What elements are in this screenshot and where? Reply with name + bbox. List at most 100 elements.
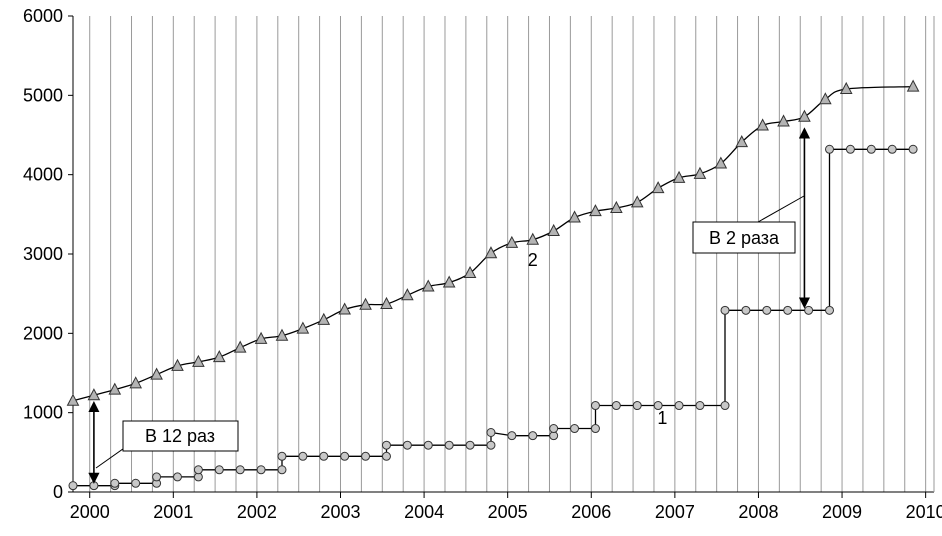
data-point xyxy=(845,144,855,154)
data-point xyxy=(568,210,581,223)
data-point xyxy=(674,401,684,411)
data-point xyxy=(866,144,876,154)
data-point xyxy=(819,92,832,105)
data-point xyxy=(298,451,308,461)
x-tick-label: 2002 xyxy=(237,502,277,522)
data-point xyxy=(340,451,350,461)
data-point xyxy=(129,376,143,389)
data-point xyxy=(254,331,268,344)
data-point xyxy=(68,481,78,491)
y-tick-label: 5000 xyxy=(23,85,63,105)
data-point xyxy=(484,246,498,259)
data-point xyxy=(423,440,433,450)
data-point xyxy=(110,478,120,488)
data-point xyxy=(486,440,496,450)
data-point xyxy=(277,451,287,461)
data-point xyxy=(402,440,412,450)
y-tick-label: 3000 xyxy=(23,244,63,264)
data-point xyxy=(256,465,266,475)
x-tick-label: 2010 xyxy=(906,502,942,522)
y-tick-label: 1000 xyxy=(23,403,63,423)
data-point xyxy=(171,358,184,371)
data-point xyxy=(401,288,414,301)
data-point xyxy=(486,428,496,437)
data-point xyxy=(798,109,811,122)
data-point xyxy=(908,144,918,154)
data-point xyxy=(549,424,559,434)
data-point xyxy=(762,305,772,315)
data-point xyxy=(87,388,101,401)
x-tick-label: 2003 xyxy=(320,502,360,522)
data-point xyxy=(632,401,642,411)
data-point xyxy=(172,472,182,482)
data-point xyxy=(152,472,162,482)
data-point xyxy=(526,232,540,245)
x-tick-label: 2001 xyxy=(153,502,193,522)
data-point xyxy=(507,431,517,441)
data-point xyxy=(361,451,371,461)
x-tick-label: 2007 xyxy=(655,502,695,522)
grid xyxy=(89,16,927,492)
y-tick-label: 0 xyxy=(53,482,63,502)
data-point xyxy=(381,440,391,450)
data-point xyxy=(630,195,644,208)
data-point xyxy=(804,305,814,315)
data-point xyxy=(319,451,329,461)
series-2 xyxy=(66,79,920,406)
data-point xyxy=(528,431,538,441)
data-point xyxy=(421,279,435,292)
callout-box-2x xyxy=(692,221,796,254)
data-point xyxy=(338,302,352,315)
data-point xyxy=(131,478,141,488)
data-point xyxy=(672,170,686,183)
data-point xyxy=(108,382,122,395)
data-point xyxy=(380,296,393,309)
data-point xyxy=(233,340,247,353)
data-point xyxy=(590,401,600,411)
data-point xyxy=(505,235,519,248)
x-tick-label: 2004 xyxy=(404,502,444,522)
data-point xyxy=(839,81,853,94)
data-point xyxy=(296,321,310,334)
series-label: 1 xyxy=(657,408,667,428)
data-point xyxy=(465,440,475,450)
data-point xyxy=(651,181,665,194)
data-point xyxy=(693,166,707,179)
x-tick-label: 2006 xyxy=(571,502,611,522)
data-point xyxy=(783,305,793,315)
y-tick-label: 2000 xyxy=(23,323,63,343)
data-point xyxy=(359,297,372,310)
x-tick-label: 2009 xyxy=(822,502,862,522)
data-point xyxy=(66,393,80,406)
data-point xyxy=(887,144,897,154)
tick-labels: 0 1000 2000 3000 4000 5000 6000 2000 2001 2002 200… xyxy=(23,6,942,522)
x-tick-label: 2000 xyxy=(70,502,110,522)
data-point xyxy=(653,401,663,411)
data-point xyxy=(235,465,245,475)
data-point xyxy=(150,367,163,380)
data-point xyxy=(442,275,456,288)
data-point xyxy=(720,401,730,411)
data-point xyxy=(444,440,454,450)
leader-line-2x xyxy=(757,195,805,223)
x-tick-label: 2005 xyxy=(488,502,528,522)
annotations: В 12 раз В 2 раза xyxy=(88,127,811,484)
data-point xyxy=(193,465,203,475)
data-point xyxy=(547,223,560,236)
series-group xyxy=(66,79,920,491)
data-point xyxy=(317,312,331,325)
data-point xyxy=(695,401,705,411)
data-point xyxy=(611,401,621,411)
data-point xyxy=(463,265,477,279)
data-point xyxy=(735,135,749,148)
y-tick-label: 4000 xyxy=(23,165,63,185)
data-point xyxy=(192,354,205,367)
data-point xyxy=(381,451,391,461)
data-point xyxy=(570,424,580,434)
axes xyxy=(68,15,935,498)
data-point xyxy=(275,328,289,341)
data-point xyxy=(720,305,730,315)
callout-text-12x: В 12 раз xyxy=(145,426,215,446)
data-point xyxy=(212,350,226,363)
